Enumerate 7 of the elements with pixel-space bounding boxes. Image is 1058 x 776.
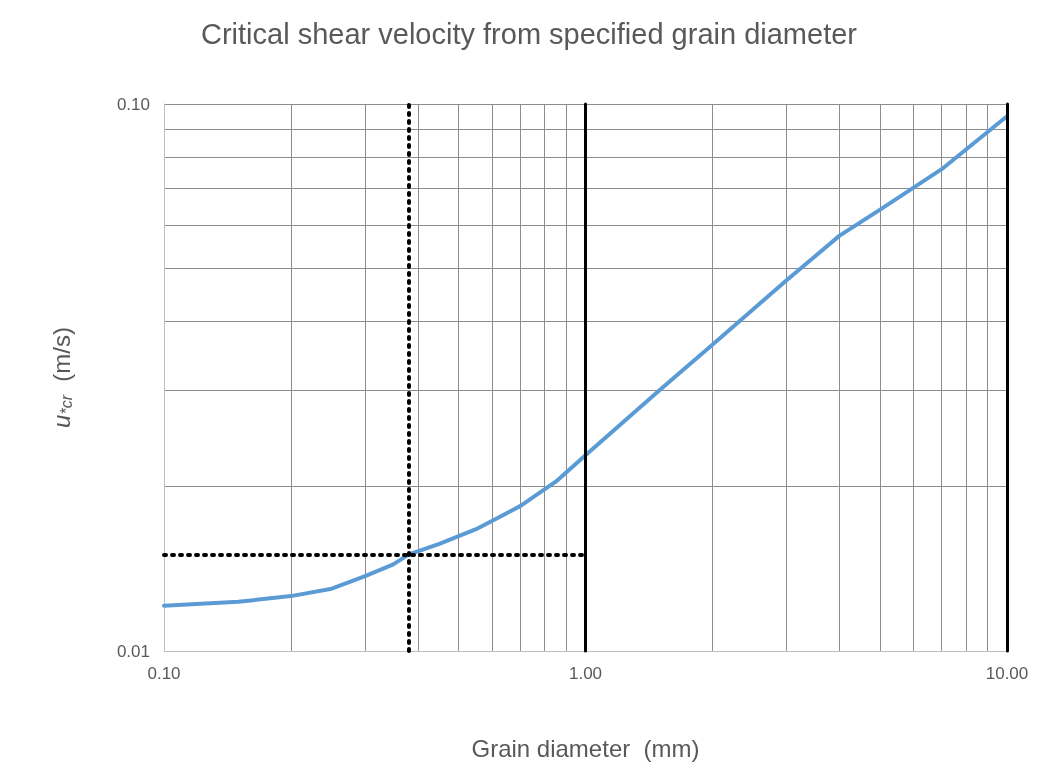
- x-axis-title: Grain diameter (mm): [471, 734, 700, 762]
- x-tick-label: 1.00: [568, 664, 603, 683]
- x-tick-label: 0.10: [147, 664, 181, 683]
- chart-title: Critical shear velocity from specified grain diameter: [201, 17, 858, 50]
- x-tick-label: 10.00: [985, 664, 1029, 683]
- y-tick-label: 0.01: [116, 641, 150, 661]
- y-axis-title: u*cr (m/s): [47, 327, 75, 428]
